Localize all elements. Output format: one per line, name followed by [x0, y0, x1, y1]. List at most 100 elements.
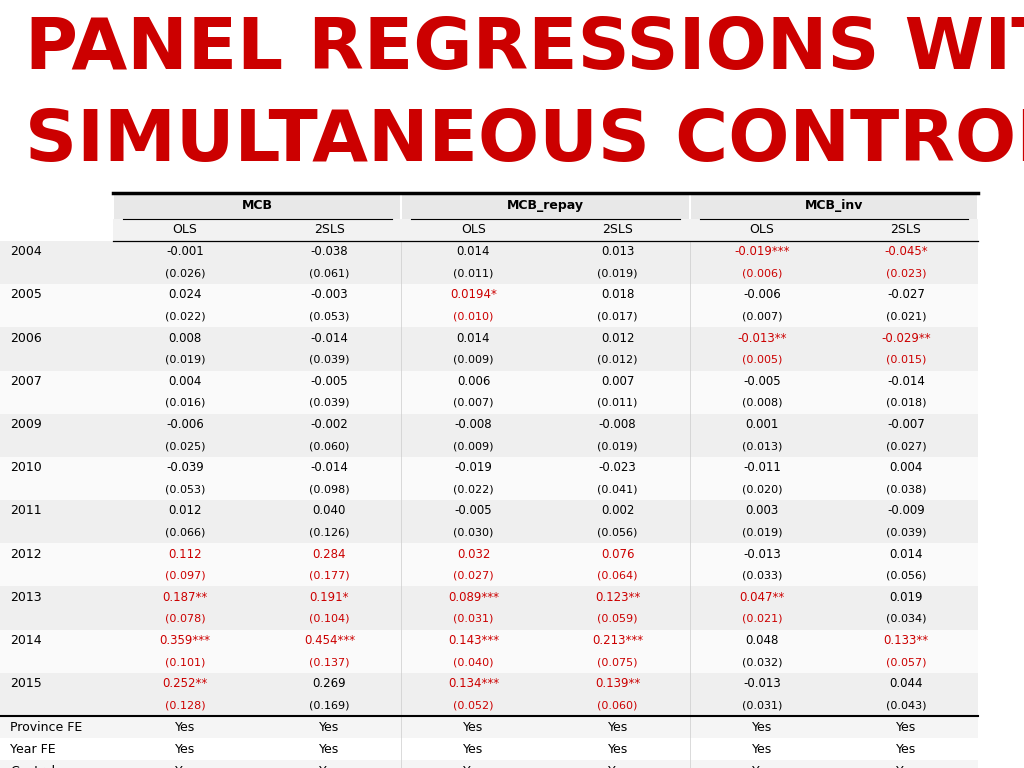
Text: 2005: 2005 [10, 289, 42, 301]
Text: (0.022): (0.022) [454, 485, 494, 495]
Text: (0.027): (0.027) [454, 571, 494, 581]
Text: (0.019): (0.019) [597, 441, 638, 451]
Bar [0, 673, 978, 716]
Text: 0.014: 0.014 [457, 245, 490, 258]
Text: 2011: 2011 [10, 505, 41, 518]
Text: (0.078): (0.078) [165, 614, 206, 624]
Text: 2SLS: 2SLS [891, 223, 922, 237]
Text: -0.003: -0.003 [310, 289, 348, 301]
Bar [401, 219, 546, 241]
Text: SIMULTANEOUS CONTROLS: SIMULTANEOUS CONTROLS [25, 107, 1024, 176]
Text: (0.177): (0.177) [309, 571, 349, 581]
Text: -0.005: -0.005 [455, 505, 493, 518]
Text: (0.039): (0.039) [309, 398, 349, 408]
Text: 0.012: 0.012 [168, 505, 202, 518]
Text: 0.112: 0.112 [168, 548, 202, 561]
Text: (0.025): (0.025) [165, 441, 206, 451]
Text: Yes: Yes [607, 720, 628, 733]
Text: Yes: Yes [607, 743, 628, 756]
Text: Yes: Yes [896, 743, 916, 756]
Text: Yes: Yes [319, 765, 339, 768]
Text: (0.015): (0.015) [886, 355, 927, 365]
Text: Yes: Yes [896, 720, 916, 733]
Text: 0.032: 0.032 [457, 548, 490, 561]
Text: 0.019: 0.019 [889, 591, 923, 604]
Text: 0.213***: 0.213*** [592, 634, 643, 647]
Text: Yes: Yes [752, 765, 772, 768]
Text: -0.013: -0.013 [743, 548, 780, 561]
Text: (0.026): (0.026) [165, 268, 206, 278]
Text: 0.006: 0.006 [457, 375, 490, 388]
Text: -0.045*: -0.045* [884, 245, 928, 258]
Text: 0.252**: 0.252** [163, 677, 208, 690]
Text: 0.187**: 0.187** [163, 591, 208, 604]
Bar [546, 219, 690, 241]
Text: 0.014: 0.014 [889, 548, 923, 561]
Text: (0.056): (0.056) [886, 571, 927, 581]
Text: (0.023): (0.023) [886, 268, 927, 278]
Text: -0.005: -0.005 [743, 375, 780, 388]
Bar [0, 457, 978, 500]
Bar [834, 219, 978, 241]
Text: (0.034): (0.034) [886, 614, 927, 624]
Text: (0.017): (0.017) [597, 312, 638, 322]
Text: 0.044: 0.044 [889, 677, 923, 690]
Text: 0.008: 0.008 [169, 332, 202, 345]
Text: 2010: 2010 [10, 462, 42, 474]
Text: Province FE: Province FE [10, 720, 82, 733]
Text: (0.011): (0.011) [454, 268, 494, 278]
Text: Yes: Yes [607, 765, 628, 768]
Text: Yes: Yes [319, 743, 339, 756]
Bar [0, 543, 978, 587]
Text: (0.005): (0.005) [741, 355, 782, 365]
Text: 0.004: 0.004 [890, 462, 923, 474]
Text: (0.066): (0.066) [165, 528, 206, 538]
Text: (0.060): (0.060) [597, 700, 638, 710]
Text: 0.014: 0.014 [457, 332, 490, 345]
Text: (0.056): (0.056) [597, 528, 638, 538]
Text: (0.075): (0.075) [597, 657, 638, 667]
Bar [0, 284, 978, 327]
Text: -0.008: -0.008 [455, 418, 493, 431]
Text: 0.359***: 0.359*** [160, 634, 211, 647]
Text: (0.057): (0.057) [886, 657, 927, 667]
Text: (0.098): (0.098) [309, 485, 349, 495]
Text: (0.016): (0.016) [165, 398, 206, 408]
Bar [691, 193, 977, 219]
Bar [0, 327, 978, 370]
Bar [114, 193, 400, 219]
Text: (0.012): (0.012) [597, 355, 638, 365]
Text: -0.019: -0.019 [455, 462, 493, 474]
Text: OLS: OLS [750, 223, 774, 237]
Text: 0.284: 0.284 [312, 548, 346, 561]
Text: (0.060): (0.060) [309, 441, 349, 451]
Text: Yes: Yes [752, 720, 772, 733]
Text: -0.008: -0.008 [599, 418, 637, 431]
Text: (0.010): (0.010) [454, 312, 494, 322]
Bar [0, 630, 978, 673]
Text: 2006: 2006 [10, 332, 42, 345]
Text: 0.040: 0.040 [312, 505, 346, 518]
Text: (0.019): (0.019) [165, 355, 206, 365]
Text: -0.013**: -0.013** [737, 332, 786, 345]
Bar [0, 760, 978, 768]
Text: (0.097): (0.097) [165, 571, 206, 581]
Bar [402, 193, 689, 219]
Text: -0.023: -0.023 [599, 462, 637, 474]
Text: -0.014: -0.014 [310, 332, 348, 345]
Text: -0.002: -0.002 [310, 418, 348, 431]
Text: 0.048: 0.048 [745, 634, 778, 647]
Text: 0.012: 0.012 [601, 332, 635, 345]
Text: (0.104): (0.104) [309, 614, 349, 624]
Text: OLS: OLS [461, 223, 486, 237]
Text: (0.038): (0.038) [886, 485, 927, 495]
Text: 0.133**: 0.133** [884, 634, 929, 647]
Text: Year FE: Year FE [10, 743, 55, 756]
Text: 0.0194*: 0.0194* [451, 289, 497, 301]
Text: 2012: 2012 [10, 548, 41, 561]
Text: 0.002: 0.002 [601, 505, 634, 518]
Text: Yes: Yes [175, 765, 196, 768]
Text: -0.006: -0.006 [743, 289, 780, 301]
Text: -0.038: -0.038 [310, 245, 348, 258]
Text: (0.006): (0.006) [741, 268, 782, 278]
